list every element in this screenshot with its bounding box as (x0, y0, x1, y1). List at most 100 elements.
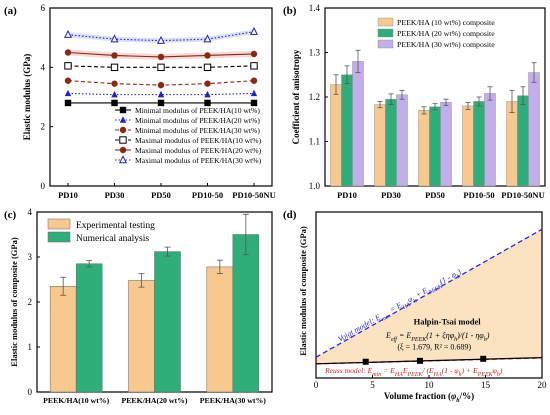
y-axis-label-a: Elastic modulus (GPa) (22, 54, 32, 141)
data-point (250, 99, 258, 107)
legend-marker (119, 106, 127, 114)
legend-swatch (377, 39, 394, 49)
x-tick-label: PEEK/HA(30 wt%) (200, 396, 266, 405)
experimental-point (416, 357, 423, 364)
y-axis-label-d: Elastic modulus of composite (GPa) (298, 226, 308, 356)
voigt-line (315, 228, 543, 358)
data-point (63, 29, 73, 38)
data-point (203, 34, 212, 43)
bar (473, 101, 485, 187)
bar (506, 101, 518, 187)
series-line (67, 92, 255, 96)
legend-label: Maximal modulus of PEEK/HA(10 wt%) (135, 136, 262, 145)
y-tick-label: 0 (41, 181, 46, 191)
voigt-annotation-part: ) (455, 267, 463, 277)
y-tick-label: 1.1 (309, 137, 320, 147)
bar (232, 234, 260, 393)
reuss-annotation-part: ) + E (461, 366, 478, 375)
data-point (157, 53, 165, 61)
legend-swatch (47, 218, 71, 230)
y-tick-label: 1.4 (309, 3, 321, 13)
data-point (157, 81, 165, 89)
reuss-annotation-part: Reuss model: (324, 366, 368, 375)
voigt-annotation-part: φ (406, 294, 415, 304)
data-point (204, 52, 211, 59)
legend-marker (119, 136, 127, 144)
series-line (67, 31, 255, 42)
x-tick-label: PD50 (425, 190, 445, 200)
reuss-annotation-part: E (402, 366, 408, 375)
halpin-tsai-equation-part: E (385, 331, 391, 340)
x-tick-label: 15 (481, 380, 491, 390)
y-tick-label: 4 (28, 207, 33, 217)
panel-label-b: (b) (283, 5, 297, 17)
y-tick-label: 1 (28, 342, 33, 352)
y-tick-label: 3 (28, 252, 33, 262)
bar (429, 106, 441, 187)
x-tick-label: 0 (314, 380, 319, 390)
halpin-tsai-equation: Eeff = EPEEK(1 + ξηφh)/(1 - ηφh) (385, 331, 490, 343)
data-point (111, 99, 118, 107)
data-point (111, 90, 118, 98)
data-point (110, 34, 119, 43)
data-point (157, 99, 165, 107)
data-point (110, 63, 119, 72)
x-tick-label: PD10-50 (192, 190, 223, 200)
legend-marker (119, 116, 127, 123)
y-tick-label: 4 (41, 62, 46, 72)
reuss-annotation-part: h (497, 372, 500, 378)
data-point (204, 90, 211, 98)
bar (206, 266, 234, 393)
y-tick-label: 1.3 (309, 48, 321, 58)
reuss-annotation-part: HA (394, 372, 403, 378)
data-point (204, 99, 211, 107)
bar (352, 61, 364, 187)
halpin-tsai-equation-part: eff (391, 336, 398, 343)
legend-swatch (377, 28, 394, 38)
experimental-point (480, 355, 487, 362)
legend-label: Experimental testing (76, 221, 155, 231)
data-point (156, 35, 166, 44)
bar (374, 104, 386, 187)
data-point (250, 62, 258, 70)
reuss-annotation-part: PEEK (406, 372, 423, 378)
bounds-region (316, 229, 542, 364)
data-point (204, 80, 211, 87)
legend-label: Minimal modulus of PEEK/HA(30 wt%) (135, 126, 260, 135)
x-tick-label: PEEK/HA(10 wt%) (43, 396, 109, 405)
legend-swatch (377, 17, 394, 27)
data-point (64, 62, 72, 70)
x-tick-label: PD10 (58, 190, 78, 200)
halpin-tsai-line (315, 356, 543, 365)
legend-label: Maximal modulus of PEEK/HA(20 wt%) (135, 146, 262, 155)
legend-label: PEEK/HA (10 wt%) composite (397, 18, 495, 27)
halpin-tsai-equation-part: PEEK (410, 337, 427, 343)
data-point (64, 77, 72, 84)
bar (341, 74, 353, 187)
halpin-tsai-equation-part: = E (397, 331, 411, 340)
y-axis-label-c: Elastic modulus of composite (GPa) (9, 237, 19, 367)
x-tick-label: 20 (538, 380, 548, 390)
data-point (249, 26, 259, 35)
halpin-tsai-title: Halpin-Tsai model (414, 317, 482, 327)
reuss-annotation-part: φ (493, 366, 497, 375)
data-point (64, 49, 72, 56)
bar (49, 286, 77, 393)
data-point (203, 63, 212, 72)
data-point (64, 89, 72, 97)
voigt-annotation-part: HA (401, 302, 412, 312)
data-point (64, 99, 72, 107)
x-axis-label-part: φ (451, 391, 456, 401)
x-tick-label: PD10 (337, 190, 357, 200)
panel-label-d: (d) (283, 209, 297, 221)
halpin-tsai-params: (ξ = 1.679, R² = 0.689) (397, 343, 471, 352)
panel-label-c: (c) (4, 209, 17, 221)
legend-marker (119, 146, 127, 154)
x-axis-label-part: /%) (459, 391, 475, 401)
x-tick-label: PD10-50NU (501, 190, 544, 200)
x-tick-label: PD30 (381, 190, 401, 200)
data-point (111, 80, 118, 87)
bar (418, 110, 430, 187)
x-tick-label: PD10-50 (463, 190, 494, 200)
